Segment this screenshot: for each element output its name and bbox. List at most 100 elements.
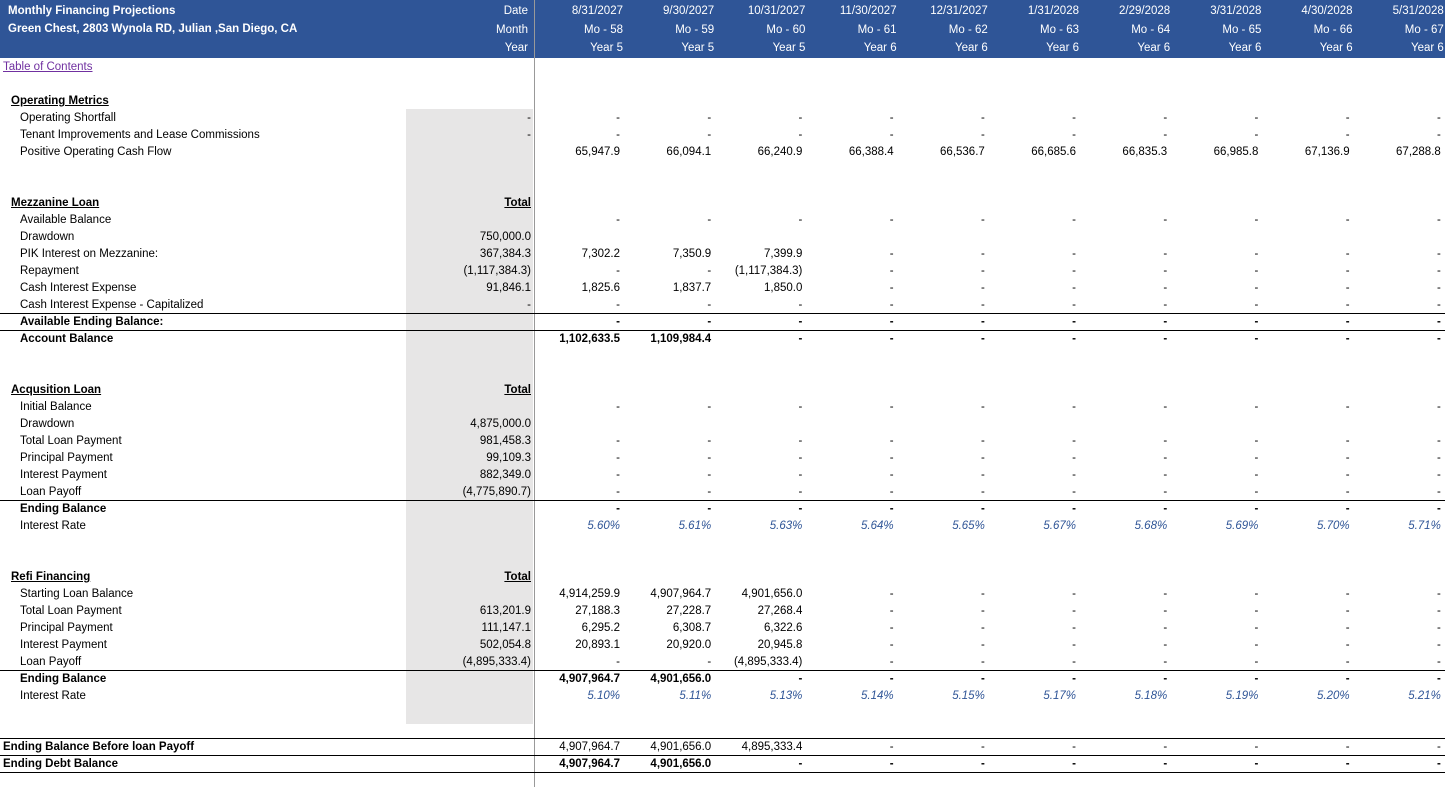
cell-value: 4,901,656.0	[650, 673, 712, 685]
cell-value: -	[616, 486, 620, 498]
cell-value: -	[1436, 214, 1441, 226]
cell-value: -	[980, 741, 985, 753]
cell-value: -	[1163, 316, 1168, 328]
cell-value: -	[1436, 588, 1441, 600]
cell-value: -	[1072, 248, 1076, 260]
cell-value: -	[1436, 129, 1441, 141]
cell-value: -	[1163, 486, 1168, 498]
header-month: Mo - 62	[948, 23, 988, 36]
row-border	[0, 738, 1445, 739]
cell-value: 27,228.7	[666, 605, 712, 617]
header-date: 1/31/2028	[1027, 5, 1079, 17]
cell-value: -	[1254, 129, 1259, 141]
summary-label: Ending Balance	[20, 673, 107, 685]
cell-value: -	[889, 112, 894, 124]
cell-value: -	[1163, 656, 1168, 668]
cell-value: -	[616, 452, 620, 464]
cell-value: -	[1163, 741, 1168, 753]
cell-value: -	[798, 401, 803, 413]
rate-value: 5.19%	[1225, 690, 1259, 702]
column-divider	[534, 0, 535, 787]
cell-value: -	[616, 469, 620, 481]
cell-value: 66,685.6	[1031, 146, 1076, 158]
cell-value: -	[1345, 129, 1350, 141]
cell-value: -	[1072, 333, 1076, 345]
cell-value: -	[1254, 333, 1259, 345]
cell-value: -	[1254, 622, 1259, 634]
cell-value: -	[798, 299, 803, 311]
cell-value: -	[1345, 469, 1350, 481]
row-label: Interest Rate	[20, 520, 86, 532]
cell-value: -	[1345, 265, 1350, 277]
cell-value: -	[1436, 282, 1441, 294]
cell-value: -	[1163, 758, 1168, 770]
cell-value: -	[1254, 656, 1259, 668]
cell-value: -	[1163, 435, 1168, 447]
cell-value: 6,295.2	[581, 622, 620, 634]
cell-value: -	[1072, 605, 1076, 617]
cell-value: 27,188.3	[575, 605, 620, 617]
header-band	[0, 0, 1445, 58]
cell-value: -	[1345, 486, 1350, 498]
rate-value: 5.20%	[1316, 690, 1350, 702]
rate-value: 5.67%	[1043, 520, 1076, 532]
cell-value: -	[980, 248, 985, 260]
cell-value: -	[1072, 656, 1076, 668]
cell-value: 67,136.9	[1304, 146, 1350, 158]
cell-value: -	[1436, 639, 1441, 651]
cell-value: -	[1345, 622, 1350, 634]
header-year: Year 6	[1228, 42, 1262, 54]
cell-value: 1,102,633.5	[559, 333, 620, 345]
cell-value: -	[889, 673, 894, 685]
cell-value: 4,907,964.7	[559, 758, 620, 770]
cell-value: -	[1072, 452, 1076, 464]
rate-value: 5.64%	[860, 520, 894, 532]
cell-value: -	[889, 452, 894, 464]
cell-value: -	[1072, 639, 1076, 651]
sheet-subtitle: Green Chest, 2803 Wynola RD, Julian ,San…	[8, 23, 298, 35]
cell-value: -	[980, 605, 985, 617]
cell-value: 67,288.8	[1396, 146, 1441, 158]
row-label: Drawdown	[20, 231, 75, 243]
cell-value: -	[1436, 112, 1441, 124]
row-total: -	[527, 129, 531, 141]
cell-value: -	[1163, 452, 1168, 464]
row-total: 111,147.1	[481, 622, 531, 634]
cell-value: -	[1072, 401, 1076, 413]
cell-value: -	[798, 316, 803, 328]
cell-value: -	[1345, 112, 1350, 124]
row-total: 99,109.3	[486, 452, 531, 464]
cell-value: 20,945.8	[757, 639, 803, 651]
cell-value: (1,117,384.3)	[734, 265, 803, 277]
cell-value: -	[889, 503, 894, 515]
cell-value: -	[1345, 673, 1350, 685]
cell-value: -	[1163, 639, 1168, 651]
row-total: (4,775,890.7)	[462, 486, 531, 498]
cell-value: -	[1254, 452, 1259, 464]
cell-value: 20,920.0	[666, 639, 712, 651]
cell-value: -	[707, 299, 712, 311]
header-month: Mo - 61	[857, 23, 897, 36]
cell-value: 4,914,259.9	[559, 588, 620, 600]
header-year: Year 6	[863, 42, 897, 54]
total-header: Total	[504, 571, 531, 583]
cell-value: -	[1072, 129, 1076, 141]
cell-value: -	[1436, 299, 1441, 311]
cell-value: 66,094.1	[666, 146, 712, 158]
cell-value: -	[1254, 503, 1259, 515]
rate-value: 5.71%	[1408, 520, 1441, 532]
toc-link[interactable]: Table of Contents	[3, 61, 93, 73]
cell-value: -	[1254, 639, 1259, 651]
cell-value: -	[980, 299, 985, 311]
rate-value: 5.63%	[769, 520, 803, 532]
cell-value: -	[1345, 639, 1350, 651]
cell-value: -	[1163, 588, 1168, 600]
summary-label: Account Balance	[20, 333, 114, 345]
row-label: Principal Payment	[20, 622, 113, 634]
cell-value: 7,399.9	[764, 248, 803, 260]
cell-value: -	[980, 333, 985, 345]
rate-value: 5.11%	[679, 690, 712, 702]
cell-value: -	[1072, 214, 1076, 226]
cell-value: -	[889, 248, 894, 260]
cell-value: -	[980, 469, 985, 481]
